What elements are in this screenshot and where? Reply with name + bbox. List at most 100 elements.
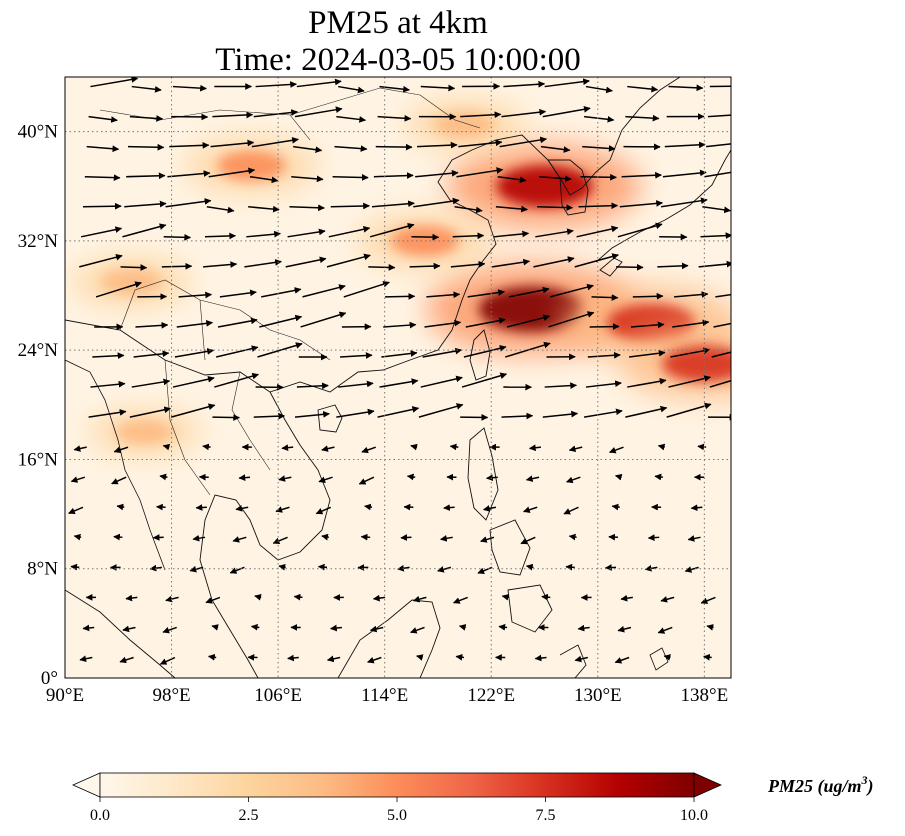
wind-arrow xyxy=(497,175,527,184)
lon-tick-label: 138°E xyxy=(681,685,729,706)
wind-arrow xyxy=(369,222,415,238)
wind-arrow xyxy=(422,347,463,358)
wind-arrow xyxy=(537,204,574,211)
wind-arrow xyxy=(533,256,575,268)
wind-arrow xyxy=(544,78,590,88)
wind-arrow xyxy=(172,375,215,388)
wind-arrow xyxy=(328,226,371,238)
wind-arrow xyxy=(542,106,591,118)
wind-arrow xyxy=(208,167,256,178)
wind-arrow xyxy=(449,443,459,451)
wind-arrow xyxy=(704,171,731,178)
wind-arrow xyxy=(296,78,342,88)
wind-arrow xyxy=(574,655,588,663)
wind-arrow xyxy=(453,596,468,604)
wind-arrow xyxy=(501,593,510,601)
wind-arrow xyxy=(709,379,731,388)
wind-arrow xyxy=(420,375,463,388)
wind-arrow xyxy=(361,446,377,454)
wind-arrow xyxy=(287,228,326,238)
wind-arrow xyxy=(202,443,211,451)
wind-arrow xyxy=(285,256,327,268)
wind-arrow xyxy=(287,654,299,662)
wind-arrow xyxy=(700,232,731,239)
colorbar-tick-label: 2.5 xyxy=(239,807,259,824)
wind-arrow xyxy=(616,263,644,271)
wind-arrow xyxy=(70,476,86,483)
wind-arrow xyxy=(583,408,623,418)
wind-arrow xyxy=(369,625,384,633)
wind-arrow xyxy=(246,230,281,238)
wind-arrow xyxy=(358,476,375,485)
lat-tick-label: 32°N xyxy=(18,231,59,252)
wind-arrow xyxy=(458,139,503,148)
wind-arrow xyxy=(377,114,412,122)
mindanao-coast xyxy=(507,584,553,633)
wind-arrow xyxy=(568,533,577,541)
wind-arrow xyxy=(706,143,731,148)
wind-arrow xyxy=(687,535,701,542)
wind-arrow xyxy=(208,653,217,661)
wind-arrow xyxy=(360,533,371,541)
wind-arrow xyxy=(257,342,303,358)
wind-arrow xyxy=(332,174,369,181)
wind-arrow xyxy=(371,200,415,208)
wind-arrow xyxy=(627,377,667,388)
wind-arrow xyxy=(702,206,731,214)
wind-arrow xyxy=(217,317,258,328)
wind-arrow xyxy=(465,317,506,328)
wind-arrow xyxy=(617,625,632,633)
wind-arrow xyxy=(204,232,237,240)
wind-arrow xyxy=(501,108,547,118)
wind-arrow xyxy=(255,81,297,88)
wind-arrow xyxy=(657,626,673,634)
wind-arrow xyxy=(492,258,531,268)
wind-arrow xyxy=(300,311,347,328)
wind-arrow xyxy=(501,412,534,420)
latitude-ticks: 0° 8°N 16°N 24°N 32°N 40°N xyxy=(18,122,59,689)
wind-arrow xyxy=(534,654,547,662)
wind-arrow xyxy=(232,536,247,543)
lat-tick-label: 24°N xyxy=(18,340,59,361)
lon-tick-label: 98°E xyxy=(152,685,190,706)
wind-arrow xyxy=(334,145,368,152)
wind-arrow xyxy=(80,226,123,238)
wind-arrow xyxy=(703,653,712,661)
wind-arrow xyxy=(413,197,460,208)
pm25-plume-core xyxy=(661,345,731,383)
lon-tick-label: 130°E xyxy=(574,685,622,706)
wind-arrow xyxy=(715,293,731,298)
wind-arrow xyxy=(383,321,417,329)
wind-arrow xyxy=(84,174,121,181)
longitude-ticks: 90°E 98°E 106°E 114°E 122°E 130°E 138°E xyxy=(46,685,728,706)
wind-arrow xyxy=(73,533,82,541)
wind-arrow xyxy=(244,259,282,268)
wind-arrow xyxy=(375,143,413,151)
wind-arrow xyxy=(167,170,211,178)
wind-arrow xyxy=(709,85,731,88)
wind-arrow xyxy=(456,167,504,178)
wind-arrow xyxy=(670,347,711,358)
wind-arrow xyxy=(495,205,528,213)
wind-arrow xyxy=(493,230,530,238)
wind-arrow xyxy=(660,197,708,208)
wind-arrow xyxy=(122,223,167,238)
wind-arrow xyxy=(486,474,498,482)
wind-arrow xyxy=(440,535,453,542)
country-borders xyxy=(119,279,331,496)
wind-arrow xyxy=(210,139,255,148)
wind-arrow xyxy=(156,503,166,511)
wind-arrow xyxy=(278,563,286,571)
wind-arrow xyxy=(412,595,427,603)
colorbar-tick-label: 0.0 xyxy=(90,807,110,824)
wind-arrow xyxy=(482,505,497,512)
wind-arrow xyxy=(463,345,507,358)
wind-arrow xyxy=(178,291,213,299)
wind-arrow xyxy=(544,382,577,389)
wind-arrow xyxy=(212,111,254,119)
wind-arrow xyxy=(302,284,346,298)
wind-arrow xyxy=(424,319,462,328)
wind-arrow xyxy=(591,294,619,301)
wind-arrow xyxy=(113,446,129,454)
wind-arrow xyxy=(563,506,579,515)
